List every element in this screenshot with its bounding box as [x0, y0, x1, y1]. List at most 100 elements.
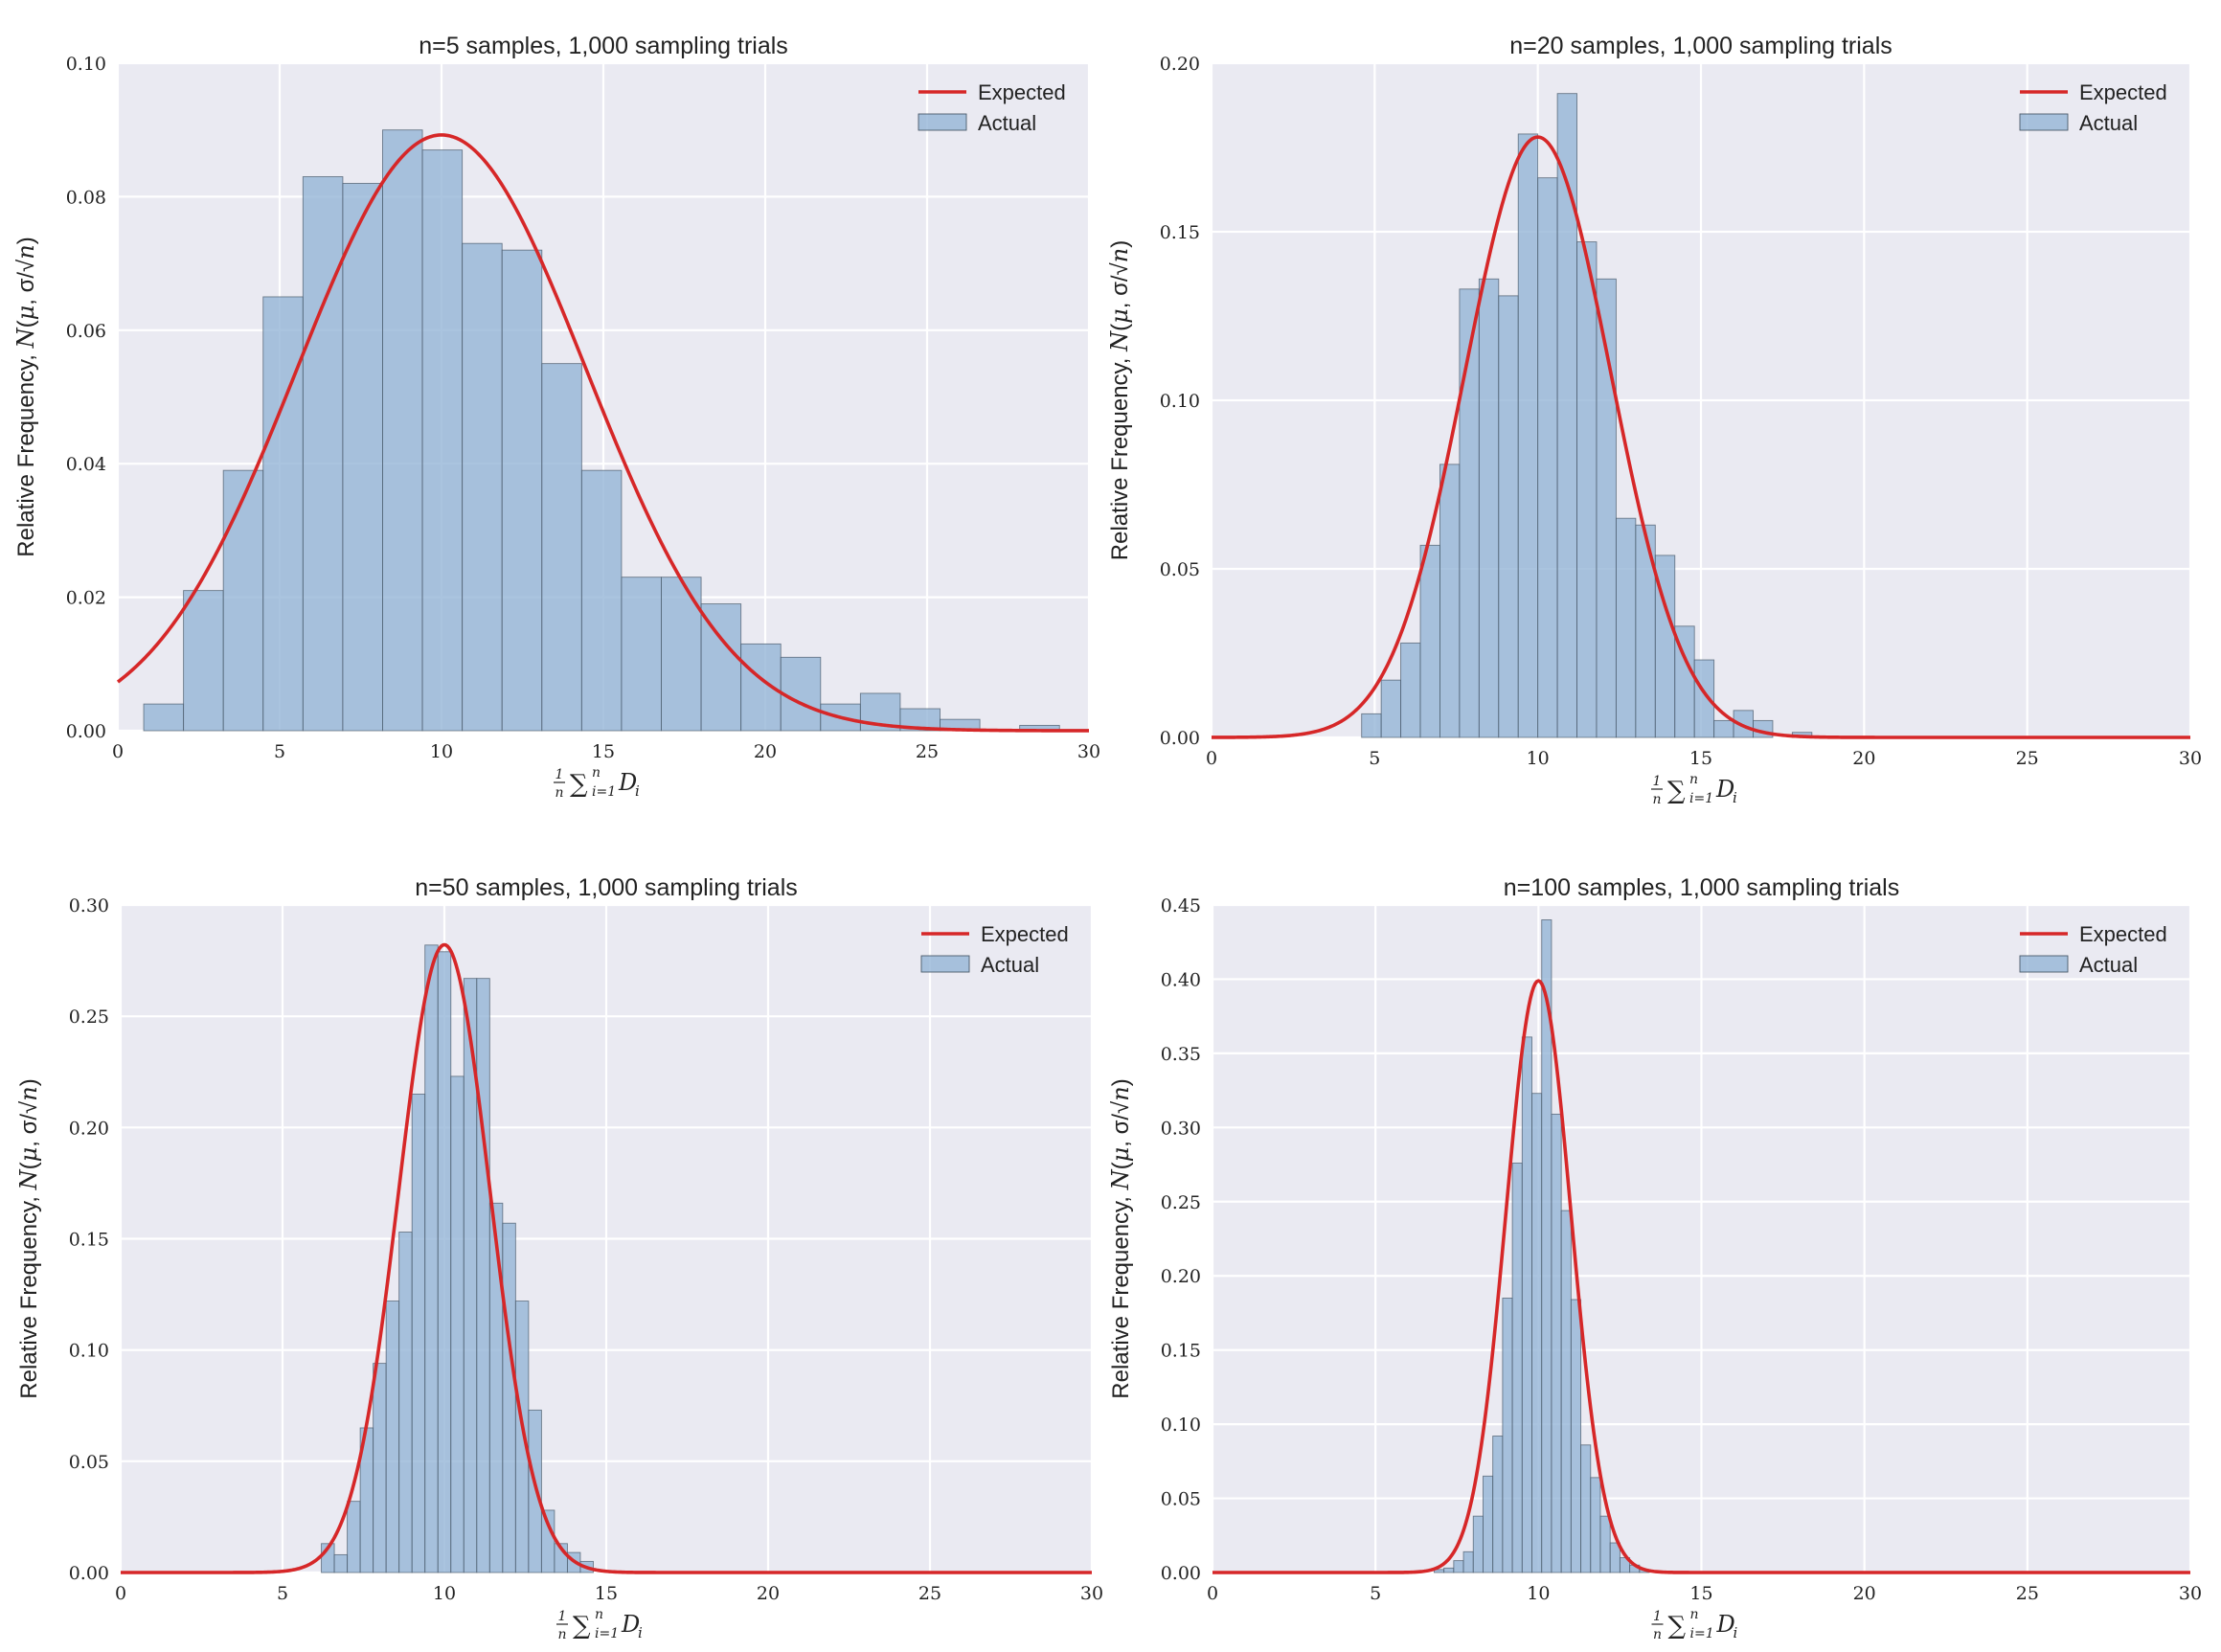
histogram-bar: [262, 296, 304, 732]
histogram-bar: [780, 656, 822, 732]
histogram-bar: [1380, 679, 1402, 738]
y-tick-label: 0.25: [69, 1007, 109, 1028]
legend-actual-label: Actual: [978, 111, 1036, 135]
x-axis-label: 1n ∑ ni=1 Di: [554, 765, 640, 801]
histogram-bar: [1560, 1210, 1572, 1573]
x-axis-label-D: D: [1715, 776, 1734, 803]
y-tick-label: 0.20: [1160, 54, 1200, 75]
x-tick-label: 10: [430, 741, 453, 762]
y-tick-label: 0.40: [1161, 969, 1201, 990]
histogram-bar: [398, 1232, 413, 1573]
x-axis-label: 1n ∑ ni=1 Di: [556, 1607, 643, 1642]
histogram-bar: [373, 1363, 387, 1573]
y-tick-label: 0.08: [66, 187, 106, 208]
y-tick-label: 0.00: [1161, 1563, 1201, 1584]
x-tick-label: 0: [112, 741, 124, 762]
histogram-bars: [1361, 93, 1813, 738]
y-axis-label: Relative Frequency, N(μ, σ/√n): [15, 1078, 42, 1398]
x-axis-label-D: D: [618, 769, 637, 796]
histogram-bar: [580, 469, 623, 732]
histogram-bar: [541, 363, 582, 732]
y-tick-label: 0.06: [66, 321, 106, 342]
y-axis-label: Relative Frequency, N(μ, σ/√n): [1107, 1078, 1134, 1398]
x-axis-label-denominator: n: [557, 1627, 566, 1642]
x-axis-label-numerator: 1: [555, 767, 564, 782]
x-axis-label-subscript-i: i: [1733, 789, 1737, 806]
histogram-bar: [1537, 177, 1558, 738]
legend-actual-swatch: [2019, 955, 2069, 973]
y-tick-label: 0.30: [1161, 1118, 1201, 1139]
legend: Expected Actual: [2019, 922, 2167, 977]
histogram-bar: [1556, 93, 1577, 738]
y-tick-label: 0.10: [1161, 1414, 1201, 1436]
expected-curve: [120, 942, 1093, 1574]
y-tick-label: 0.00: [69, 1563, 109, 1584]
histogram-bar: [1570, 1299, 1582, 1573]
histogram-bar: [501, 249, 543, 732]
histogram-bar: [476, 978, 490, 1573]
x-axis-label-D: D: [1716, 1611, 1735, 1638]
legend-actual-label: Actual: [2079, 111, 2138, 135]
histogram-bar: [1551, 1113, 1562, 1573]
histogram-bar: [1521, 1036, 1532, 1573]
y-tick-label: 0.45: [1161, 895, 1201, 917]
histogram-bar: [502, 1222, 516, 1573]
chart-title: n=100 samples, 1,000 sampling trials: [1504, 874, 1899, 901]
legend: Expected Actual: [2019, 80, 2167, 135]
y-tick-label: 0.15: [69, 1230, 109, 1251]
x-tick-label: 25: [916, 741, 939, 762]
x-tick-label: 5: [274, 741, 285, 762]
histogram-bar: [411, 1094, 426, 1573]
histogram-bar: [1443, 1567, 1455, 1573]
histogram-bar: [700, 603, 742, 732]
x-axis-label-lower: i=1: [595, 1626, 619, 1641]
x-axis-label-sigma: ∑: [570, 770, 588, 799]
chart-title: n=50 samples, 1,000 sampling trials: [415, 874, 798, 901]
x-tick-label: 10: [1527, 1583, 1550, 1604]
histogram-bar: [1478, 278, 1500, 738]
x-tick-label: 20: [1853, 1583, 1876, 1604]
chart-panel-1: 0 5 10 15 20 25 30 0.00 0.02 0.04 0.06 0.08 0.10 n=5 …: [12, 33, 1100, 801]
x-tick-label: 30: [1080, 1583, 1103, 1604]
x-axis-label-subscript-i: i: [638, 1624, 643, 1641]
y-tick-label: 0.05: [1160, 559, 1200, 580]
y-axis-label: Relative Frequency, N(μ, σ/√n): [1106, 240, 1133, 560]
x-axis-label-lower: i=1: [1690, 1626, 1714, 1641]
x-tick-label: 5: [277, 1583, 288, 1604]
y-tick-label: 0.20: [1161, 1266, 1201, 1287]
x-axis-label-sigma: ∑: [1668, 1612, 1687, 1641]
histogram-bar: [183, 590, 224, 732]
x-tick-label: 15: [1689, 748, 1712, 769]
x-tick-label: 5: [1370, 1583, 1381, 1604]
x-tick-label: 15: [1689, 1583, 1712, 1604]
x-axis-label-numerator: 1: [1653, 1609, 1662, 1624]
x-axis-label-denominator: n: [1653, 1627, 1662, 1642]
histogram-bar: [421, 149, 464, 732]
x-tick-label: 20: [1852, 748, 1875, 769]
legend-expected-label: Expected: [2079, 80, 2167, 104]
x-axis-label-upper: n: [1689, 772, 1698, 787]
y-axis-label-text: Relative Frequency, N(μ, σ/√n): [1107, 1078, 1134, 1398]
x-axis-label-upper: n: [595, 1607, 603, 1622]
y-tick-label: 0.10: [69, 1341, 109, 1362]
x-axis-label-subscript-i: i: [635, 782, 640, 800]
y-tick-label: 0.15: [1161, 1341, 1201, 1362]
histogram-bar: [528, 1409, 542, 1573]
y-tick-label: 0.10: [1160, 391, 1200, 412]
chart-panel-3: 0 5 10 15 20 25 30 0.00 0.05 0.10 0.15 0.20 0.25 0.30…: [15, 874, 1103, 1642]
legend: Expected Actual: [918, 80, 1066, 135]
histogram-bar: [1453, 1560, 1464, 1573]
legend: Expected Actual: [920, 922, 1069, 977]
x-tick-label: 25: [2016, 748, 2039, 769]
histogram-bar: [1439, 464, 1461, 738]
histogram-bar: [462, 242, 503, 732]
histogram-bar: [1590, 1477, 1601, 1573]
histogram-bar: [1483, 1475, 1494, 1573]
histogram-bar: [437, 951, 452, 1573]
x-tick-label: 15: [595, 1583, 618, 1604]
histogram-bar: [540, 1509, 555, 1573]
x-tick-label: 0: [115, 1583, 126, 1604]
chart-title: n=20 samples, 1,000 sampling trials: [1509, 33, 1892, 59]
expected-curve: [116, 133, 1090, 733]
histogram-bar: [450, 1075, 465, 1573]
